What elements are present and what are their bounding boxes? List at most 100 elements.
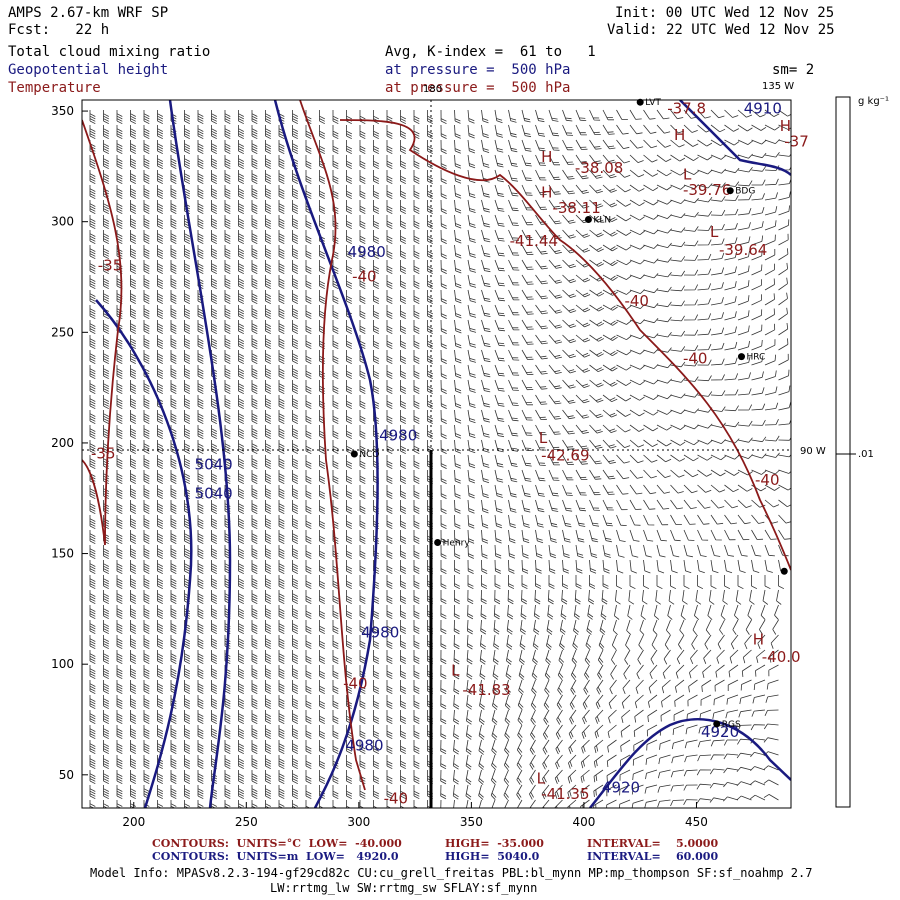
wind-barb bbox=[723, 753, 739, 760]
wind-barb bbox=[643, 559, 651, 574]
wind-barb bbox=[373, 470, 379, 485]
wind-barb bbox=[683, 559, 692, 574]
wind-barb bbox=[238, 425, 244, 440]
wind-barb bbox=[157, 215, 163, 230]
wind-barb bbox=[751, 514, 765, 524]
wind-barb bbox=[170, 215, 177, 230]
wind-barb bbox=[594, 724, 604, 739]
wind-barb bbox=[575, 484, 587, 496]
wind-barb bbox=[508, 109, 517, 123]
wind-barb bbox=[400, 110, 406, 125]
wind-barb bbox=[305, 275, 312, 290]
wind-barb bbox=[292, 710, 298, 725]
wind-barb bbox=[454, 364, 462, 379]
wind-barb bbox=[535, 394, 548, 405]
wind-barb bbox=[747, 604, 753, 620]
wind-barb bbox=[211, 290, 217, 305]
wind-barb bbox=[400, 800, 405, 808]
wind-barb bbox=[670, 124, 685, 134]
wind-barb bbox=[251, 350, 258, 365]
x-tick-label: 450 bbox=[685, 815, 708, 829]
wind-barb bbox=[629, 364, 645, 370]
wind-barb bbox=[400, 500, 406, 515]
wind-barb bbox=[427, 800, 432, 808]
wind-barb bbox=[575, 319, 591, 328]
wind-barb bbox=[130, 425, 136, 440]
wind-barb bbox=[494, 169, 504, 183]
wind-barb bbox=[292, 185, 298, 200]
wind-barb bbox=[278, 305, 285, 320]
wind-barb bbox=[292, 170, 298, 185]
wind-barb bbox=[709, 797, 725, 803]
wind-barb bbox=[251, 275, 258, 290]
wind-barb bbox=[305, 440, 312, 455]
station-marker bbox=[350, 450, 358, 458]
wind-barb bbox=[184, 545, 190, 560]
wind-barb bbox=[643, 169, 658, 177]
wind-barb bbox=[292, 425, 298, 440]
wind-barb bbox=[278, 695, 285, 710]
wind-barb bbox=[602, 319, 618, 326]
wind-barb bbox=[143, 545, 150, 560]
wind-barb bbox=[319, 200, 325, 215]
wind-barb bbox=[305, 230, 312, 245]
wind-barb bbox=[737, 124, 753, 132]
wind-barb bbox=[386, 590, 393, 605]
wind-barb bbox=[265, 770, 271, 785]
wind-barb bbox=[373, 125, 379, 140]
wind-barb bbox=[413, 515, 420, 530]
wind-barb bbox=[211, 725, 217, 740]
wind-barb bbox=[197, 740, 204, 755]
wind-barb bbox=[238, 785, 244, 800]
wind-barb bbox=[116, 740, 123, 755]
wind-barb bbox=[157, 560, 163, 575]
wind-barb bbox=[644, 784, 658, 794]
wind-barb bbox=[683, 139, 699, 147]
wind-barb bbox=[575, 334, 591, 343]
wind-barb bbox=[116, 440, 123, 455]
wind-barb bbox=[616, 244, 632, 251]
wind-barb bbox=[454, 169, 462, 184]
wind-barb bbox=[562, 124, 574, 136]
wind-barb bbox=[116, 200, 123, 215]
wind-barb bbox=[764, 484, 780, 491]
wind-barb bbox=[292, 590, 298, 605]
wind-barb bbox=[130, 350, 136, 365]
wind-barb bbox=[614, 604, 620, 620]
wind-barb bbox=[103, 260, 109, 275]
wind-barb bbox=[89, 650, 96, 665]
wind-barb bbox=[548, 454, 560, 466]
wind-barb bbox=[521, 379, 534, 391]
wind-barb bbox=[143, 215, 150, 230]
wind-barb bbox=[400, 785, 406, 800]
wind-barb bbox=[157, 185, 163, 200]
wind-barb bbox=[620, 754, 631, 767]
wind-barb bbox=[197, 470, 204, 485]
wind-barb bbox=[467, 244, 476, 258]
wind-barb bbox=[359, 125, 366, 140]
wind-barb bbox=[116, 650, 123, 665]
wind-barb bbox=[506, 634, 513, 650]
wind-barb bbox=[89, 560, 96, 575]
wind-barb bbox=[305, 515, 312, 530]
wind-barb bbox=[238, 680, 244, 695]
wind-barb bbox=[521, 304, 534, 315]
wind-barb bbox=[170, 530, 177, 545]
wind-barb bbox=[697, 529, 709, 541]
wind-barb bbox=[386, 140, 393, 155]
wind-barb bbox=[413, 800, 419, 808]
wind-barb bbox=[359, 230, 366, 245]
wind-barb bbox=[386, 200, 393, 215]
wind-barb bbox=[575, 184, 589, 194]
wind-barb bbox=[683, 226, 699, 232]
wind-barb bbox=[697, 328, 712, 336]
wind-barb bbox=[481, 559, 488, 574]
wind-barb bbox=[494, 544, 502, 559]
wind-barb bbox=[440, 694, 447, 710]
wind-barb bbox=[130, 575, 136, 590]
wind-barb bbox=[521, 289, 534, 300]
wind-barb bbox=[683, 484, 698, 494]
wind-barb bbox=[651, 634, 658, 650]
wind-barb bbox=[643, 529, 654, 542]
wind-barb bbox=[278, 755, 285, 770]
